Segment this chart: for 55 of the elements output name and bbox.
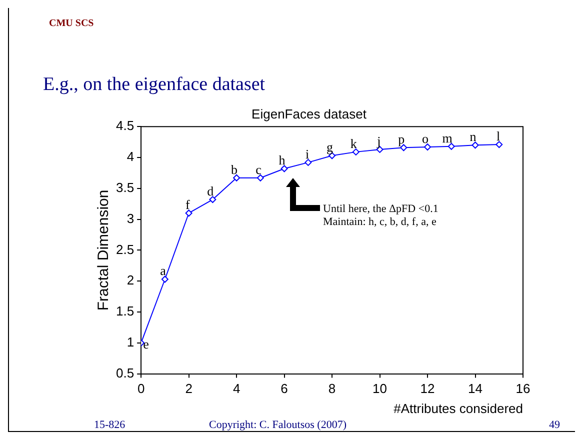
x-tick-label: 16 xyxy=(516,381,530,396)
x-tick-label: 10 xyxy=(372,381,388,396)
point xyxy=(209,196,216,204)
point xyxy=(424,143,432,150)
annotation: p xyxy=(398,132,405,147)
annotation: j xyxy=(376,133,381,148)
point xyxy=(161,276,168,283)
point xyxy=(256,174,264,182)
y-tick-label: 0.5 xyxy=(116,365,134,380)
y-tick-label: 2.5 xyxy=(116,242,134,257)
point xyxy=(448,142,455,150)
text: CMU SCS xyxy=(49,18,94,29)
annotation: g xyxy=(326,140,334,155)
annotation: e xyxy=(143,336,150,352)
x-axis-title: #Attributes considered xyxy=(394,400,523,416)
annotation: k xyxy=(350,136,358,151)
x-tick-label: 0 xyxy=(137,381,145,396)
point xyxy=(304,158,312,166)
annotation: l xyxy=(496,128,501,144)
y-tick-label: 4.5 xyxy=(116,118,134,134)
y-tick-label: 3 xyxy=(126,210,134,226)
x-tick-label: 8 xyxy=(328,381,336,396)
y-tick-label: 2 xyxy=(126,272,134,288)
text: 49 xyxy=(549,419,560,431)
annotation: c xyxy=(256,162,262,177)
chart-title: EigenFaces dataset xyxy=(252,106,367,122)
y-tick-label: 3.5 xyxy=(116,180,134,195)
x-tick-label: 4 xyxy=(232,381,240,396)
text: Copyright: C. Faloutsos (2007) xyxy=(209,419,347,431)
annotation: f xyxy=(185,197,190,212)
point xyxy=(496,141,503,148)
text: E.g., on the eigenface dataset xyxy=(43,74,266,96)
point xyxy=(472,142,479,149)
annotation: b xyxy=(231,162,238,177)
point xyxy=(233,174,240,182)
annotation: h xyxy=(278,152,286,168)
x-tick-label: 14 xyxy=(468,381,482,396)
annotation: i xyxy=(306,146,310,162)
annotation: o xyxy=(422,130,429,146)
annotation: n xyxy=(470,129,477,144)
annotation: d xyxy=(207,183,214,198)
point xyxy=(280,165,288,172)
text: 15-826 xyxy=(94,419,126,431)
annotation: a xyxy=(160,263,166,278)
annotation: m xyxy=(442,130,452,146)
y-tick-label: 1.5 xyxy=(116,304,134,319)
y-tick-label: 4 xyxy=(126,149,134,164)
y-tick-label: 1 xyxy=(126,334,134,350)
x-tick-label: 2 xyxy=(185,381,192,396)
point xyxy=(185,210,192,217)
annotation: Until here, the ΔpFD <0.1 Maintain: h, c, b, d, f, a, e xyxy=(323,203,438,229)
x-tick-label: 6 xyxy=(280,381,288,396)
x-tick-label: 12 xyxy=(420,381,435,396)
point xyxy=(352,148,360,156)
y-axis-title: Fractal Dimension xyxy=(95,190,112,311)
